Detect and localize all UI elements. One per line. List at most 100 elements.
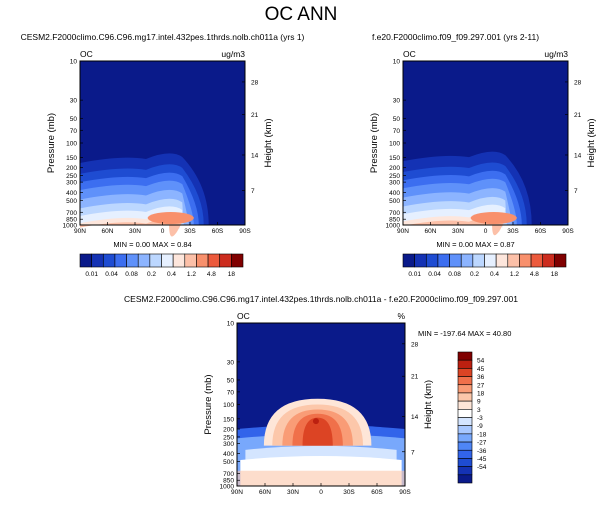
x-tick-label: 30S — [343, 489, 355, 496]
panel-bottom: CESM2.F2000climo.C96.C96.mg17.intel.432p… — [124, 294, 518, 496]
colorbar-swatch — [457, 392, 473, 402]
y2-tick-label: 14 — [251, 152, 259, 159]
colorbar-label: 1.2 — [187, 271, 196, 278]
colorbar-swatch — [91, 253, 104, 268]
y-tick-label: 850 — [223, 478, 234, 485]
colorbar-top-left: 0.01 0.04 0.08 0.2 0.4 1.2 4.8 18 — [79, 253, 244, 278]
y-tick-label: 500 — [66, 198, 77, 205]
x-tick-label: 30N — [452, 228, 464, 235]
colorbar-label: -18 — [477, 431, 487, 438]
min-max-label: MIN = 0.00 MAX = 0.84 — [113, 240, 191, 249]
panel-title: f.e20.F2000climo.f09_f09.297.001 (yrs 2-… — [372, 32, 539, 42]
x-tick-label: 90S — [239, 228, 251, 235]
colorbar-label: 0.01 — [408, 271, 421, 278]
colorbar-label: 0.2 — [147, 271, 156, 278]
y-tick-label: 150 — [389, 155, 400, 162]
y-tick-label: 400 — [66, 190, 77, 197]
colorbar-swatch — [184, 253, 197, 268]
colorbar-label: 0.4 — [490, 271, 499, 278]
colorbar-label: 0.4 — [167, 271, 176, 278]
colorbar-swatch — [457, 433, 473, 443]
colorbar-swatch — [402, 253, 415, 268]
y2-tick-label: 21 — [251, 112, 259, 119]
x-tick-label: 90N — [231, 489, 243, 496]
colorbar-swatch — [137, 253, 151, 268]
panel-left-label: OC — [80, 49, 93, 59]
y-tick-label: 30 — [70, 98, 78, 105]
y-axis-label: Pressure (mb) — [203, 374, 214, 434]
x-tick-label: 0 — [484, 228, 488, 235]
colorbar-label: 45 — [477, 366, 485, 373]
y2-tick-label: 21 — [574, 112, 582, 119]
min-max-label: MIN = 0.00 MAX = 0.87 — [436, 240, 514, 249]
colorbar-label: 18 — [477, 390, 485, 397]
colorbar-swatch — [457, 449, 473, 459]
y-tick-label: 700 — [223, 471, 234, 478]
colorbar-label: 0.04 — [428, 271, 441, 278]
colorbar-label: -27 — [477, 440, 487, 447]
y-tick-label: 70 — [393, 128, 401, 135]
colorbar-label: 1.2 — [510, 271, 519, 278]
y-tick-label: 700 — [66, 210, 77, 217]
colorbar-swatch — [414, 253, 427, 268]
y-tick-label: 250 — [223, 434, 234, 441]
panel-title: CESM2.F2000climo.C96.C96.mg17.intel.432p… — [124, 294, 518, 304]
y-tick-label: 150 — [223, 416, 234, 423]
colorbar-swatch — [460, 253, 474, 268]
y-tick-label: 500 — [389, 198, 400, 205]
colorbar-swatch — [457, 409, 473, 418]
y-tick-label: 700 — [389, 210, 400, 217]
y-tick-label: 200 — [223, 427, 234, 434]
field-bottom — [237, 323, 405, 486]
y2-tick-label: 28 — [251, 79, 259, 86]
y-tick-label: 50 — [70, 116, 78, 123]
colorbar-label: -45 — [477, 456, 487, 463]
colorbar-swatch — [457, 441, 473, 451]
colorbar-label: -36 — [477, 448, 487, 455]
y-tick-label: 10 — [227, 321, 235, 328]
panel-units: % — [397, 311, 405, 321]
y-tick-label: 70 — [70, 128, 78, 135]
x-tick-label: 90N — [397, 228, 409, 235]
colorbar-swatch — [554, 253, 567, 268]
y-tick-label: 50 — [393, 116, 401, 123]
colorbar-label: 0.2 — [470, 271, 479, 278]
colorbar-label: -54 — [477, 464, 487, 471]
colorbar-swatch — [149, 253, 162, 268]
colorbar-label: 27 — [477, 382, 485, 389]
x-tick-label: 30N — [287, 489, 299, 496]
y-tick-label: 850 — [389, 217, 400, 224]
x-tick-label: 60S — [535, 228, 547, 235]
y-tick-label: 200 — [389, 165, 400, 172]
y2-tick-label: 7 — [574, 188, 578, 195]
colorbar-swatch — [102, 253, 116, 268]
colorbar-label: 3 — [477, 407, 481, 414]
colorbar-label: 4.8 — [207, 271, 216, 278]
colorbar-label: 0.08 — [448, 271, 461, 278]
colorbar-swatch — [425, 253, 439, 268]
colorbar-swatch — [207, 253, 221, 268]
colorbar-label: 4.8 — [530, 271, 539, 278]
colorbar-swatch — [457, 458, 473, 467]
y-tick-label: 400 — [223, 451, 234, 458]
y-tick-label: 1000 — [63, 223, 78, 230]
x-tick-label: 30N — [129, 228, 141, 235]
colorbar-swatch — [231, 253, 244, 268]
y-tick-label: 10 — [70, 59, 78, 66]
colorbar-swatch — [519, 253, 532, 268]
colorbar-swatch — [126, 253, 139, 268]
y2-tick-label: 7 — [411, 449, 415, 456]
y2-tick-label: 14 — [411, 414, 419, 421]
colorbar-label: 18 — [551, 271, 559, 278]
colorbar-top-right: 0.01 0.04 0.08 0.2 0.4 1.2 4.8 18 — [402, 253, 567, 278]
colorbar-swatch — [457, 376, 473, 386]
colorbar-swatch — [172, 253, 186, 268]
y-tick-label: 70 — [227, 389, 235, 396]
y2-tick-label: 28 — [574, 79, 582, 86]
colorbar-swatch — [219, 253, 232, 268]
y-tick-label: 30 — [227, 359, 235, 366]
y-tick-label: 400 — [389, 190, 400, 197]
